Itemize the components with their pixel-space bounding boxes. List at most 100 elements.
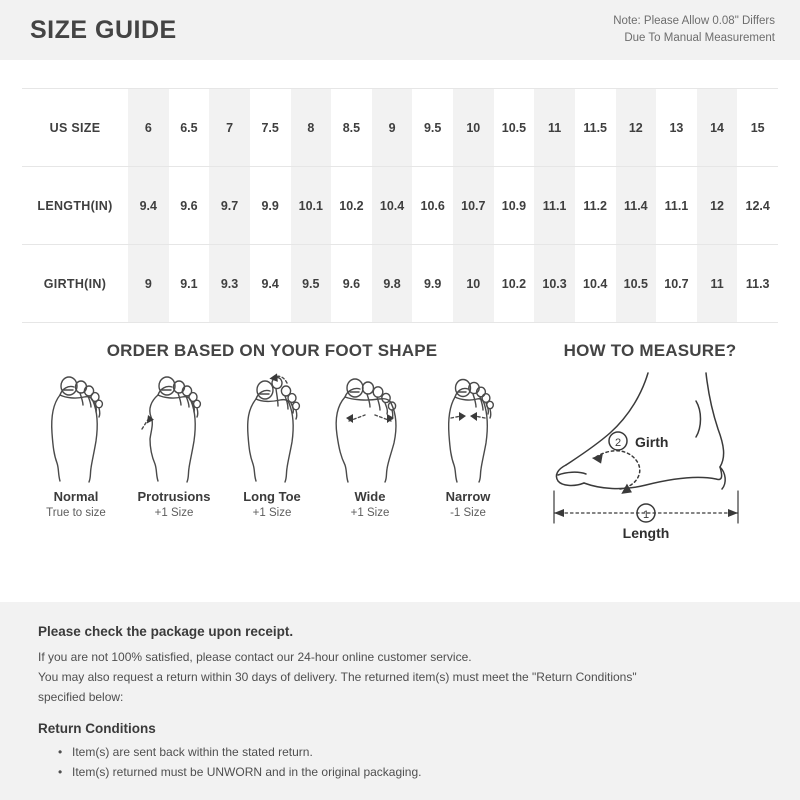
row-label: GIRTH(IN) <box>22 244 128 323</box>
table-cell: 9.9 <box>412 244 453 323</box>
table-cell: 10 <box>453 88 494 167</box>
table-cell: 6 <box>128 88 169 167</box>
foot-long-toe-icon <box>224 371 320 483</box>
measurement-note-line2: Due To Manual Measurement <box>624 32 775 44</box>
table-row: US SIZE 6 6.5 7 7.5 8 8.5 9 9.5 10 10.5 11 11.5 12 13 1… <box>22 88 778 167</box>
foot-shape-item-narrow: Narrow -1 Size <box>420 371 516 519</box>
table-cell: 6.5 <box>168 88 210 167</box>
table-cell: 10.2 <box>331 166 372 245</box>
foot-narrow-icon <box>420 371 516 483</box>
table-cell: 11 <box>696 244 738 323</box>
table-cell: 9.8 <box>371 244 413 323</box>
foot-shape-list: Normal True to size <box>22 371 522 519</box>
policy-line-1: If you are not 100% satisfied, please co… <box>38 650 472 664</box>
table-cell: 9.3 <box>209 244 250 323</box>
table-row: GIRTH(IN) 9 9.1 9.3 9.4 9.5 9.6 9.8 9.9 10 10.2 10.… <box>22 244 778 323</box>
table-cell: 9 <box>371 88 413 167</box>
measurement-note: Note: Please Allow 0.08" Differs Due To … <box>613 13 775 47</box>
table-cell: 11.1 <box>656 166 697 245</box>
foot-shape-name: Normal <box>53 489 99 504</box>
table-cell: 9 <box>128 244 169 323</box>
page-title: SIZE GUIDE <box>30 15 177 44</box>
table-row: LENGTH(IN) 9.4 9.6 9.7 9.9 10.1 10.2 10.4 10.6 10… <box>22 166 778 245</box>
foot-normal-icon <box>28 371 124 483</box>
row-label: LENGTH(IN) <box>22 166 128 245</box>
foot-shape-name: Protrusions <box>137 489 211 504</box>
policy-line-3: specified below: <box>38 690 124 704</box>
table-cell: 11.4 <box>615 166 657 245</box>
table-cell: 10.4 <box>574 244 616 323</box>
table-cell: 9.4 <box>128 166 169 245</box>
table-cell: 9.4 <box>249 244 291 323</box>
page-header: SIZE GUIDE Note: Please Allow 0.08" Diff… <box>0 0 800 60</box>
foot-shape-name: Narrow <box>445 489 491 504</box>
table-cell: 8.5 <box>331 88 372 167</box>
table-cell: 10.6 <box>412 166 453 245</box>
table-cell: 10.7 <box>453 166 494 245</box>
table-cell: 13 <box>656 88 697 167</box>
return-conditions-heading: Return Conditions <box>38 721 156 736</box>
table-cell: 9.7 <box>209 166 250 245</box>
table-cell: 9.6 <box>168 166 210 245</box>
foot-shape-advice: True to size <box>46 507 106 519</box>
table-cell: 14 <box>696 88 738 167</box>
foot-protrusions-icon <box>126 371 222 483</box>
foot-shape-item-wide: Wide +1 Size <box>322 371 418 519</box>
table-cell: 11.3 <box>737 244 778 323</box>
table-cell: 11.1 <box>534 166 575 245</box>
how-to-measure-title: HOW TO MEASURE? <box>563 341 737 360</box>
size-chart-table: US SIZE 6 6.5 7 7.5 8 8.5 9 9.5 10 10.5 11 11.5 12 13 1… <box>22 88 778 323</box>
table-cell: 10.9 <box>493 166 535 245</box>
foot-wide-icon <box>322 371 418 483</box>
table-cell: 8 <box>290 88 332 167</box>
foot-shape-advice: +1 Size <box>154 507 194 519</box>
foot-shape-item-protrusions: Protrusions +1 Size <box>126 371 222 519</box>
how-to-measure-section: HOW TO MEASURE? <box>522 341 778 541</box>
list-item: Item(s) are sent back within the stated … <box>58 742 770 762</box>
return-conditions-list: Item(s) are sent back within the stated … <box>38 742 770 782</box>
foot-shape-item-long-toe: Long Toe +1 Size <box>224 371 320 519</box>
foot-shape-advice: -1 Size <box>450 507 486 519</box>
table-cell: 10 <box>453 244 494 323</box>
return-policy-section: Please check the package upon receipt. I… <box>0 602 800 800</box>
table-cell: 12 <box>615 88 657 167</box>
middle-sections: ORDER BASED ON YOUR FOOT SHAPE <box>0 323 800 541</box>
length-marker-number: 1 <box>643 509 649 521</box>
foot-shape-section: ORDER BASED ON YOUR FOOT SHAPE <box>22 341 522 541</box>
foot-shape-title: ORDER BASED ON YOUR FOOT SHAPE <box>106 341 438 360</box>
table-cell: 10.1 <box>290 166 332 245</box>
measurement-note-line1: Note: Please Allow 0.08" Differs <box>613 15 775 27</box>
foot-shape-advice: +1 Size <box>350 507 390 519</box>
table-cell: 9.1 <box>168 244 210 323</box>
length-label: Length <box>623 525 670 541</box>
table-cell: 9.5 <box>290 244 332 323</box>
table-cell: 11 <box>534 88 575 167</box>
foot-shape-name: Wide <box>354 489 386 504</box>
girth-marker-number: 2 <box>615 437 621 449</box>
foot-shape-item-normal: Normal True to size <box>28 371 124 519</box>
table-cell: 10.7 <box>656 244 697 323</box>
table-cell: 12.4 <box>737 166 778 245</box>
girth-label: Girth <box>635 434 668 450</box>
table-cell: 7 <box>209 88 250 167</box>
table-cell: 9.9 <box>249 166 291 245</box>
table-cell: 11.2 <box>574 166 616 245</box>
size-table-container: US SIZE 6 6.5 7 7.5 8 8.5 9 9.5 10 10.5 11 11.5 12 13 1… <box>0 60 800 323</box>
table-cell: 12 <box>696 166 738 245</box>
table-cell: 10.5 <box>493 88 535 167</box>
table-cell: 10.5 <box>615 244 657 323</box>
table-cell: 10.3 <box>534 244 575 323</box>
table-cell: 9.6 <box>331 244 372 323</box>
policy-heading: Please check the package upon receipt. <box>38 624 294 639</box>
table-cell: 9.5 <box>412 88 453 167</box>
foot-measure-diagram: 2 Girth 1 Length <box>522 371 778 541</box>
foot-shape-name: Long Toe <box>243 489 301 504</box>
list-item: Item(s) returned must be UNWORN and in t… <box>58 762 770 782</box>
table-cell: 10.4 <box>371 166 413 245</box>
table-cell: 11.5 <box>574 88 616 167</box>
row-label: US SIZE <box>22 88 128 167</box>
policy-line-2: You may also request a return within 30 … <box>38 670 637 684</box>
table-cell: 7.5 <box>249 88 291 167</box>
foot-shape-advice: +1 Size <box>252 507 292 519</box>
